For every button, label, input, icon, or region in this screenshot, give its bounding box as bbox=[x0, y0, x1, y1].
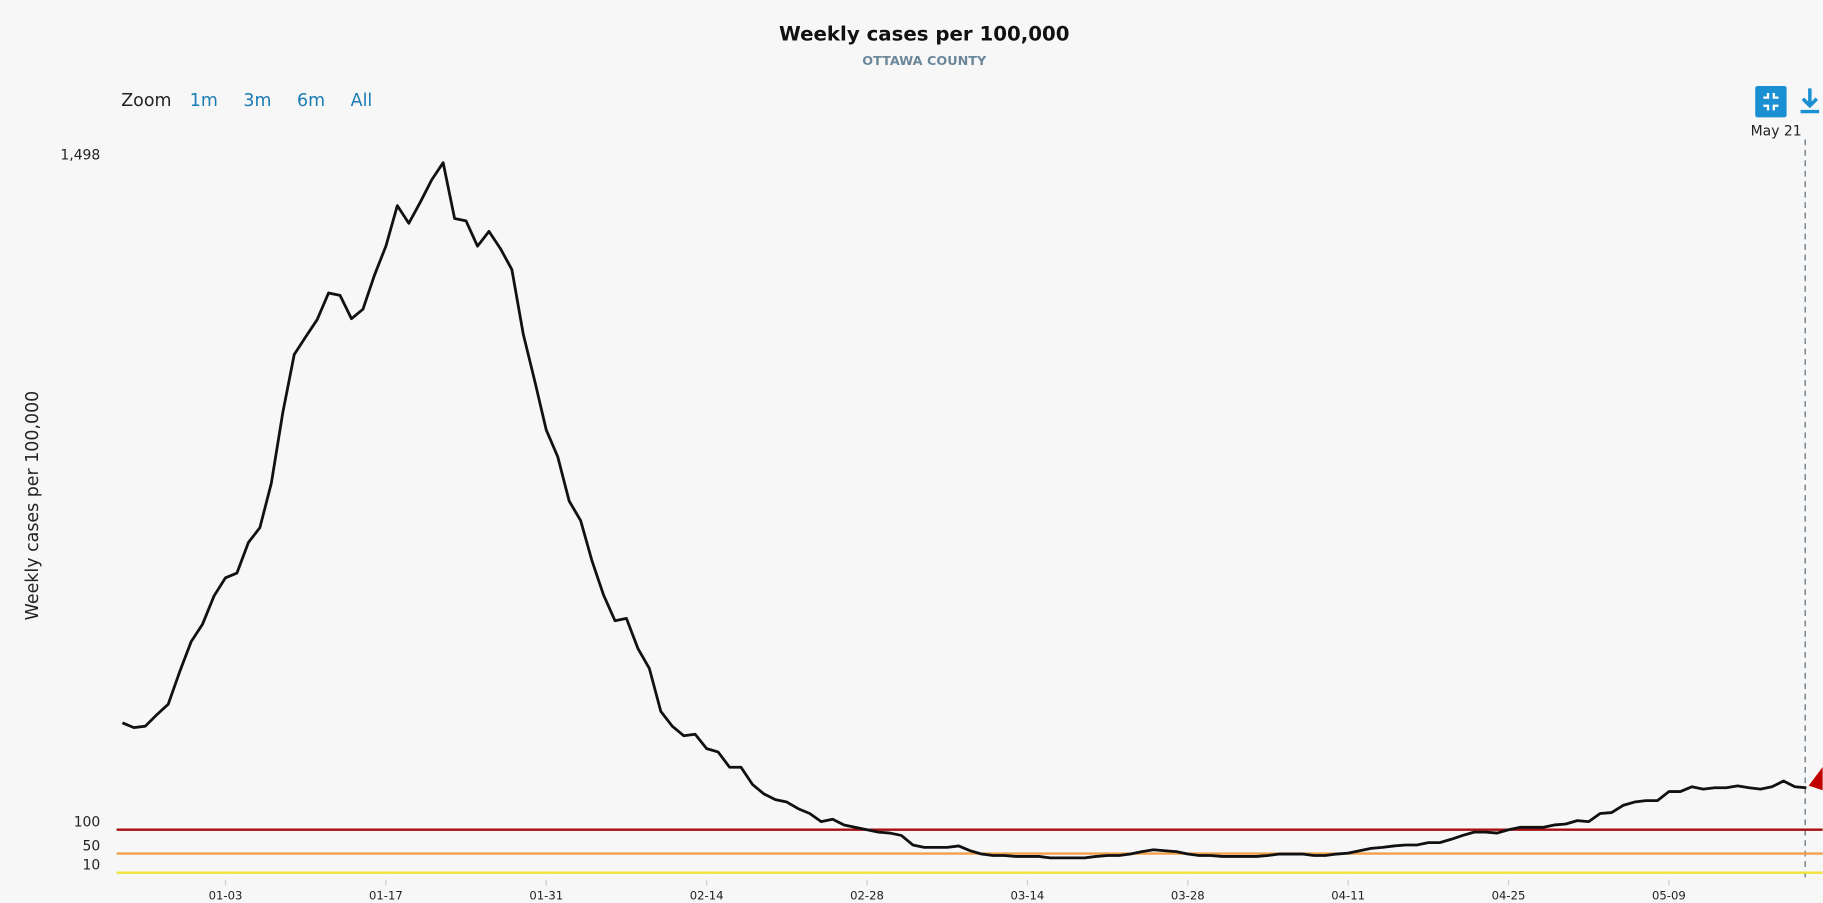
x-tick-label: 01-31 bbox=[529, 889, 563, 903]
x-tick-label: 04-25 bbox=[1492, 889, 1526, 903]
x-tick-label: 02-28 bbox=[850, 889, 884, 903]
y-tick-label: 10 bbox=[83, 858, 101, 874]
x-tick-label: 03-14 bbox=[1011, 889, 1045, 903]
download-button[interactable] bbox=[1800, 88, 1820, 114]
x-tick-label: 02-14 bbox=[690, 889, 724, 903]
crosshair-label: May 21 bbox=[1751, 123, 1802, 139]
x-tick-label: 01-17 bbox=[369, 889, 403, 903]
chart-title: Weekly cases per 100,000 bbox=[779, 22, 1069, 45]
zoom-button[interactable]: 3m bbox=[243, 91, 271, 111]
collapse-icon bbox=[1763, 92, 1779, 111]
zoom-bar: Zoom 1m 3m 6m All bbox=[121, 91, 372, 111]
zoom-label: Zoom bbox=[121, 91, 171, 111]
last-point-marker bbox=[1808, 767, 1823, 791]
y-tick-label: 100 bbox=[74, 815, 101, 831]
chart-subtitle: OTTAWA COUNTY bbox=[862, 54, 987, 69]
plot-area: 10 50 100 1,498 01-03 01-17 01-31 02-14 02-28 03-… bbox=[60, 148, 1823, 903]
x-tick-label: 04-11 bbox=[1331, 889, 1365, 903]
x-tick-label: 05-09 bbox=[1652, 889, 1686, 903]
y-tick-label: 50 bbox=[83, 839, 101, 855]
y-axis-title: Weekly cases per 100,000 bbox=[23, 391, 43, 621]
collapse-button[interactable] bbox=[1755, 86, 1787, 118]
x-tick-label: 03-28 bbox=[1171, 889, 1205, 903]
series-line bbox=[121, 161, 1807, 860]
zoom-button[interactable]: All bbox=[351, 91, 373, 111]
y-tick-label: 1,498 bbox=[60, 148, 100, 164]
zoom-button[interactable]: 1m bbox=[190, 91, 218, 111]
x-tick-label: 01-03 bbox=[209, 889, 243, 903]
toolbar bbox=[1755, 86, 1820, 118]
zoom-button[interactable]: 6m bbox=[297, 91, 325, 111]
